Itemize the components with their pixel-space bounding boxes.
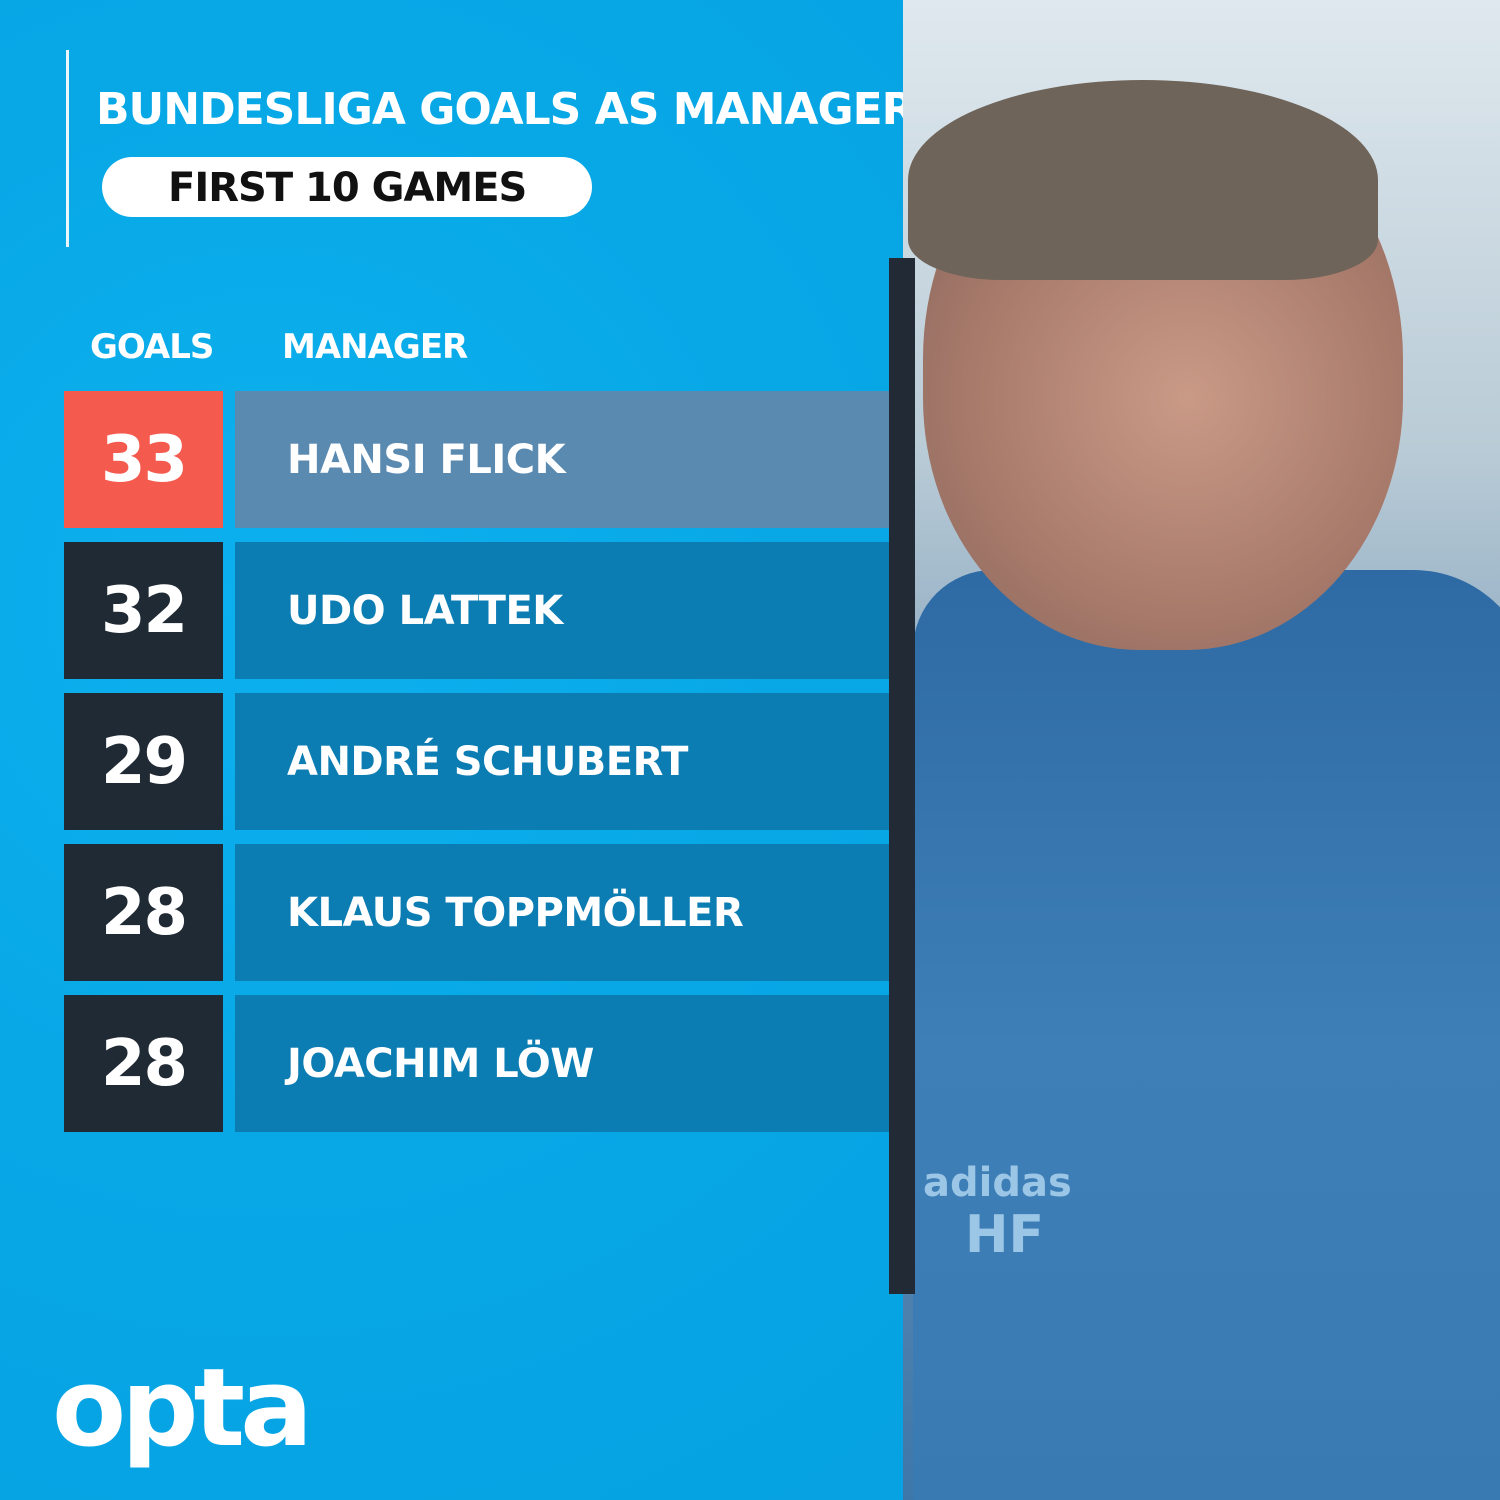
table-row: 29 ANDRÉ SCHUBERT: [64, 693, 889, 830]
table-row: 32 UDO LATTEK: [64, 542, 889, 679]
jacket-brand-text: adidas: [923, 1160, 1072, 1206]
accent-bar: [889, 258, 915, 1294]
goals-value: 28: [64, 844, 223, 981]
manager-name: UDO LATTEK: [235, 542, 889, 679]
manager-photo: adidas HF: [903, 0, 1500, 1500]
chart-subtitle: FIRST 10 GAMES: [168, 165, 527, 211]
manager-name: HANSI FLICK: [235, 391, 889, 528]
jacket: [913, 570, 1500, 1500]
table-row: 28 JOACHIM LÖW: [64, 995, 889, 1132]
goals-value: 33: [64, 391, 223, 528]
table-row: 33 HANSI FLICK: [64, 391, 889, 528]
manager-name: ANDRÉ SCHUBERT: [235, 693, 889, 830]
manager-name: JOACHIM LÖW: [235, 995, 889, 1132]
jacket-initials: HF: [965, 1205, 1045, 1265]
manager-name: KLAUS TOPPMÖLLER: [235, 844, 889, 981]
chart-title: BUNDESLIGA GOALS AS MANAGER: [96, 84, 916, 135]
goals-value: 28: [64, 995, 223, 1132]
column-header-goals: GOALS: [90, 327, 214, 367]
hair: [908, 80, 1378, 280]
subtitle-pill: FIRST 10 GAMES: [102, 157, 592, 217]
info-panel: BUNDESLIGA GOALS AS MANAGER FIRST 10 GAM…: [0, 0, 916, 1500]
table-row: 28 KLAUS TOPPMÖLLER: [64, 844, 889, 981]
column-header-manager: MANAGER: [282, 327, 468, 367]
opta-logo: opta: [52, 1346, 313, 1471]
goals-value: 32: [64, 542, 223, 679]
goals-value: 29: [64, 693, 223, 830]
title-divider: [66, 50, 69, 247]
